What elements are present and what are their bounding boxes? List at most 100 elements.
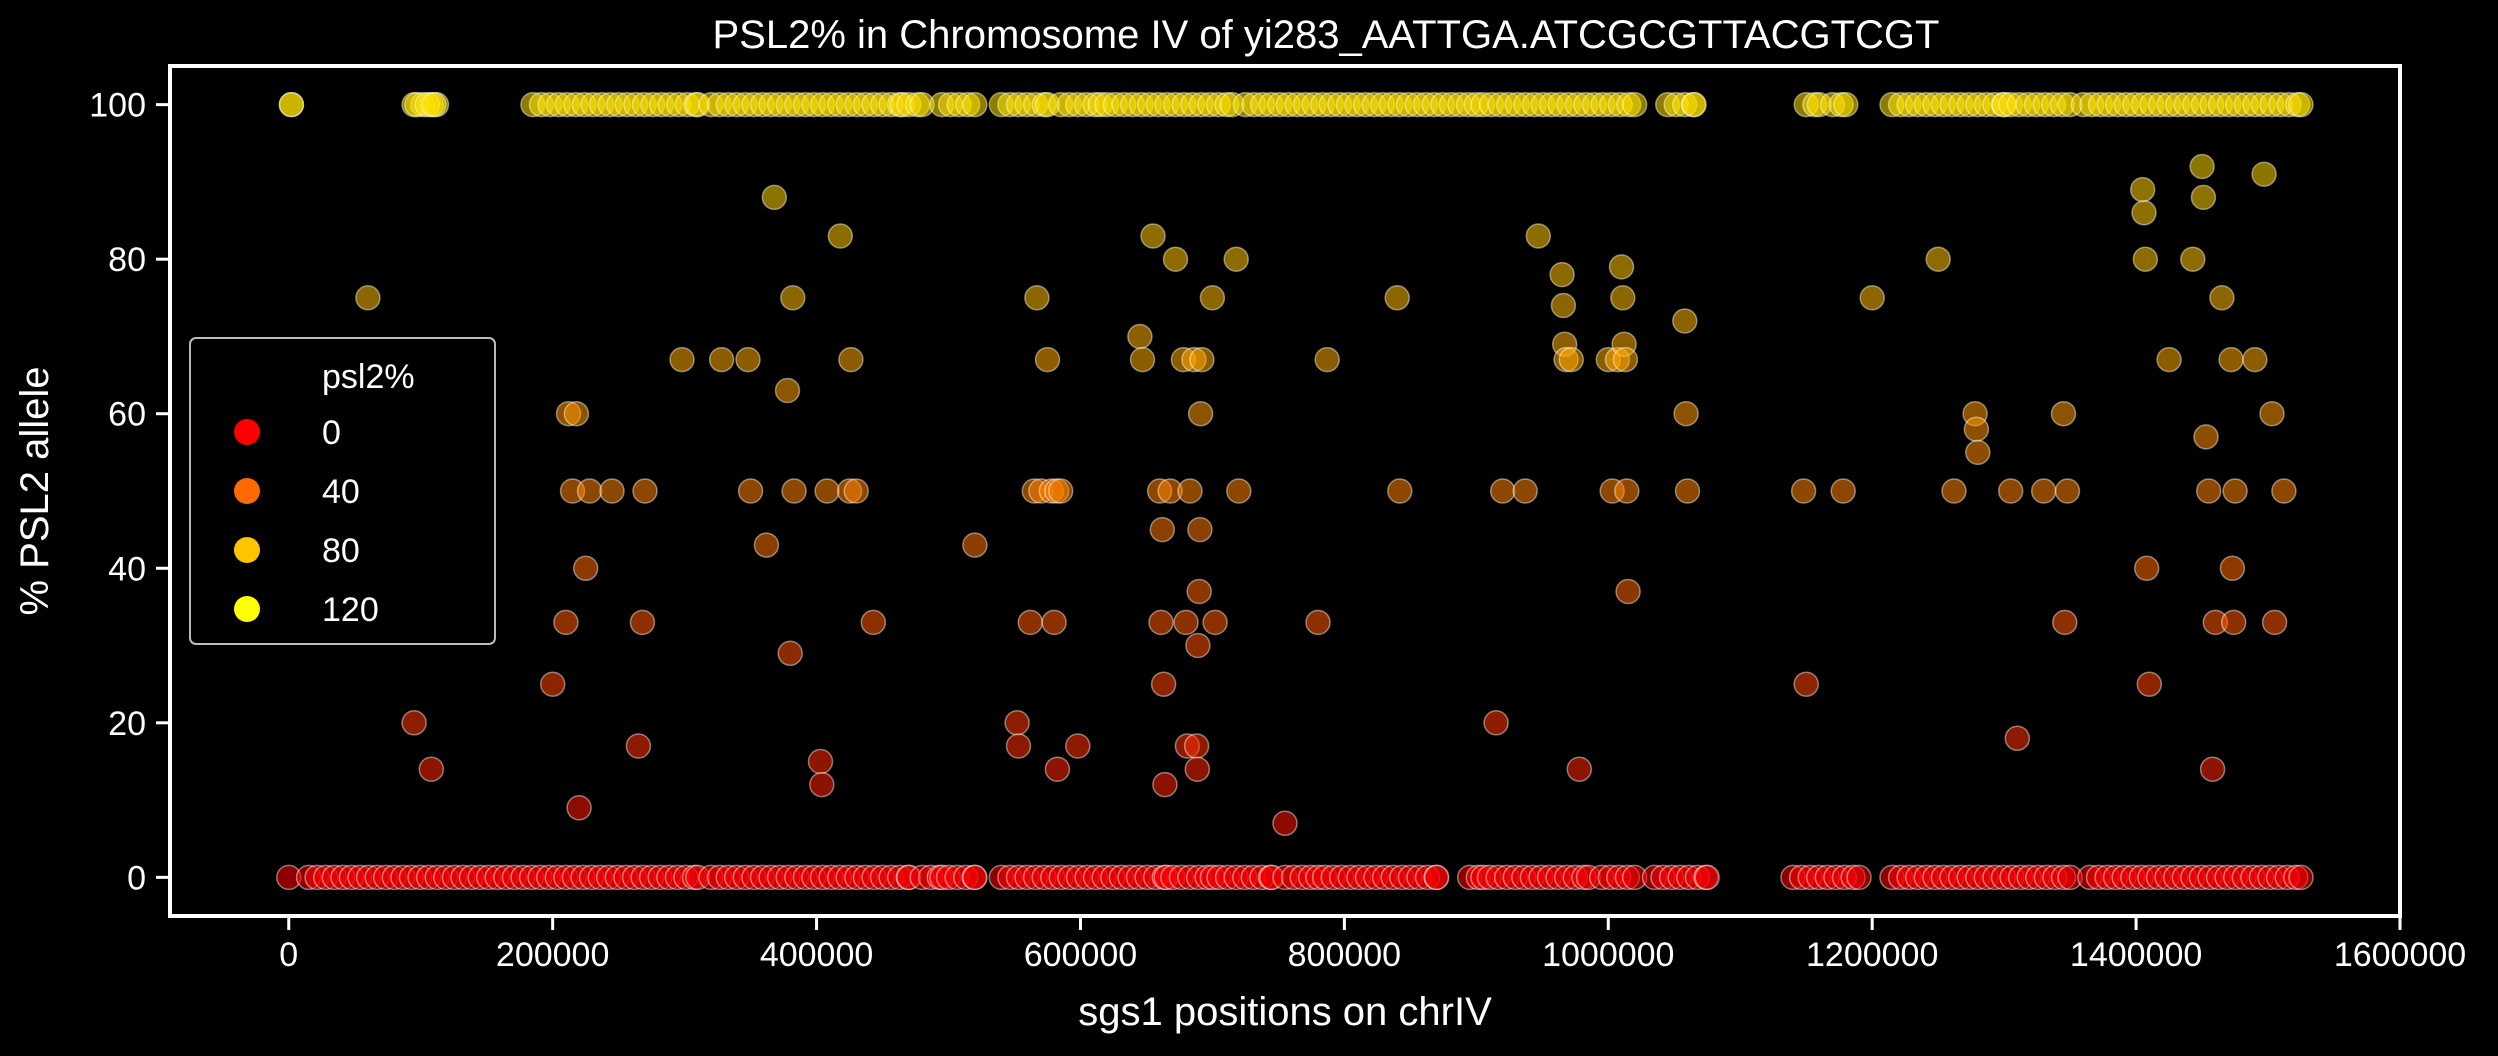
y-tick-label: 100 [89,87,146,125]
data-point-100 [2288,91,2314,118]
data-point [1189,346,1215,373]
data-point [780,285,806,311]
data-point [278,91,305,118]
data-point [777,640,803,667]
data-point [566,795,592,821]
data-point [2199,756,2226,782]
data-point [1674,478,1701,504]
data-point [1550,292,1577,319]
legend: psl2% 0 40 80 120 [189,337,496,645]
data-point [1387,478,1413,504]
data-point [1044,756,1071,782]
data-point [625,733,652,759]
x-tick-label: 200000 [496,936,609,974]
data-point [781,478,807,504]
data-point [1614,478,1640,504]
data-point [2220,609,2247,636]
data-point [807,748,834,775]
legend-label: 40 [322,473,360,511]
data-point [539,671,566,697]
legend-title: psl2% [322,358,415,396]
data-point [2180,246,2206,272]
data-point-100 [1621,91,1648,118]
data-point [1005,733,1032,759]
legend-label: 80 [322,532,360,570]
data-point [843,478,869,504]
data-point [827,223,854,249]
data-point [2030,478,2057,504]
data-point [1965,439,1991,466]
x-tick-label: 1200000 [1806,936,1938,974]
legend-marker [234,537,260,563]
data-point [1034,346,1061,373]
data-point [669,346,695,373]
data-point [1859,285,1885,311]
data-point [1004,710,1030,736]
y-tick-label: 0 [127,859,146,897]
data-point [1997,478,2024,504]
data-point [401,710,427,736]
data-point [2193,424,2219,450]
data-point [1566,756,1593,782]
data-point [2189,153,2215,180]
data-point [1793,671,1819,697]
points-layer [276,91,2314,891]
data-point [1149,516,1176,543]
data-point [1184,756,1211,782]
data-point [1672,308,1698,334]
data-point [1183,733,1210,759]
data-point [809,771,835,798]
y-tick-label: 80 [108,241,146,279]
data-point [1148,609,1174,636]
data-point [1314,346,1340,373]
y-tick-label: 20 [108,705,146,743]
data-point [708,346,735,373]
data-point [1162,246,1189,272]
data-point [2131,200,2157,226]
data-point [1017,609,1044,636]
data-point [1185,632,1211,659]
data-point [1173,609,1199,636]
x-tick-label: 600000 [1024,936,1137,974]
x-tick-label: 1600000 [2334,936,2466,974]
x-axis: 0 200000 400000 600000 800000 1000000 1200000 1… [279,916,2466,974]
data-point-100 [962,91,988,118]
data-point [1199,285,1226,311]
data-point [355,285,381,311]
data-point [1223,246,1249,272]
chart-title: PSL2% in Chromosome IV of yi283_AATTGA.A… [713,13,1940,57]
data-point [1830,478,1856,504]
data-point [1305,609,1331,636]
data-point-100 [1833,91,1859,118]
data-point [2156,346,2182,373]
data-point [2251,161,2277,187]
data-point [1152,771,1178,798]
plot-frame [168,64,2402,918]
data-point [753,532,780,558]
data-point-0 [2288,864,2314,891]
legend-marker [234,596,260,622]
data-point-100 [1681,91,1707,118]
data-point [1187,400,1214,427]
x-tick-label: 1400000 [2070,936,2202,974]
data-point [1963,416,1990,442]
data-point [563,400,590,427]
data-point [1177,478,1203,504]
data-point [632,478,658,504]
data-point [1941,478,1967,504]
data-point [1512,478,1538,504]
data-point [962,532,988,558]
data-point [1608,254,1635,280]
data-point-0 [1694,864,1720,891]
data-point [814,478,840,504]
data-point [737,478,764,504]
data-point [1129,346,1156,373]
y-tick-label: 40 [108,550,146,588]
data-point [2242,346,2268,373]
data-point [860,609,887,636]
data-point [629,609,656,636]
data-point [2004,725,2031,752]
data-point [761,184,788,211]
data-point [2052,609,2078,636]
